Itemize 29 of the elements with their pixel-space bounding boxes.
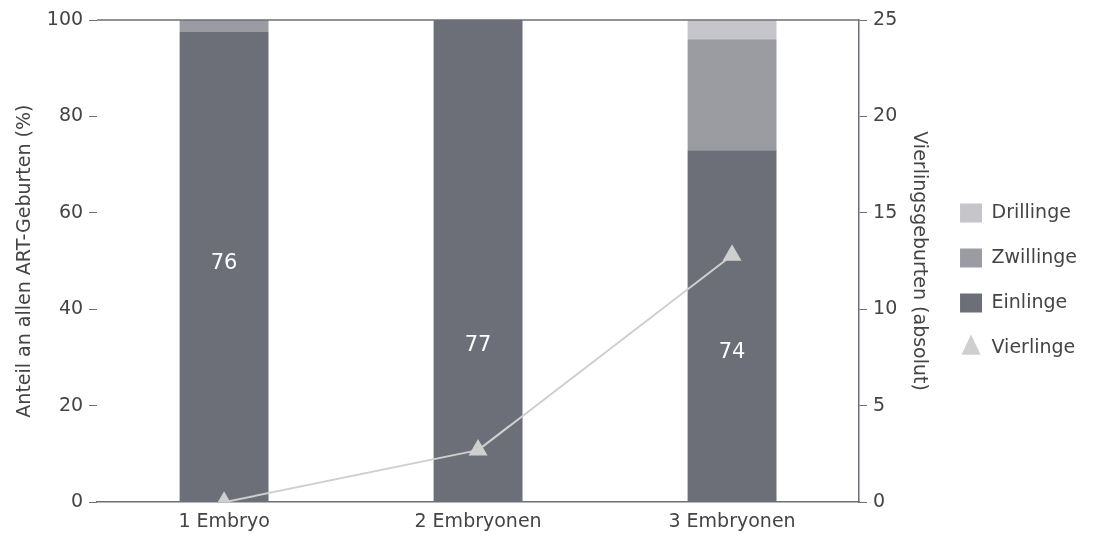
x-tick-label: 3 Embryonen [668, 508, 796, 531]
x-tick-label: 1 Embryo [178, 508, 270, 531]
y-axis-title: Anteil an allen ART-Geburten (%) [12, 104, 35, 418]
point [723, 245, 741, 261]
annotation: 76 [210, 249, 238, 274]
annotation: 74 [718, 339, 746, 364]
legend-label: Einlinge [991, 289, 1068, 312]
bar [687, 20, 777, 40]
legend-label: Vierlinge [991, 334, 1076, 357]
bar [179, 20, 269, 33]
legend-label: Zwillinge [991, 244, 1078, 267]
y2-tick-label: 10 [873, 296, 898, 319]
y-tick-label: 40 [58, 296, 84, 319]
y2-tick-label: 25 [873, 6, 898, 29]
y2-axis-title: Vierlingsgeburten (absolut) [909, 131, 932, 391]
annotation: 77 [464, 332, 492, 357]
y2-tick-label: 20 [873, 103, 898, 126]
y-tick-label: 20 [58, 392, 84, 415]
y-tick-label: 60 [58, 199, 84, 222]
y-tick-label: 100 [46, 6, 84, 29]
y-tick-label: 80 [58, 103, 84, 126]
point [469, 440, 487, 456]
legend-label: Drillinge [991, 199, 1071, 222]
y-tick-label: 0 [70, 489, 84, 512]
y2-tick-label: 5 [873, 392, 886, 415]
bar [687, 39, 777, 151]
y2-tick-label: 15 [873, 199, 898, 222]
y2-tick-label: 0 [873, 489, 886, 512]
x-tick-label: 2 Embryonen [414, 508, 542, 531]
